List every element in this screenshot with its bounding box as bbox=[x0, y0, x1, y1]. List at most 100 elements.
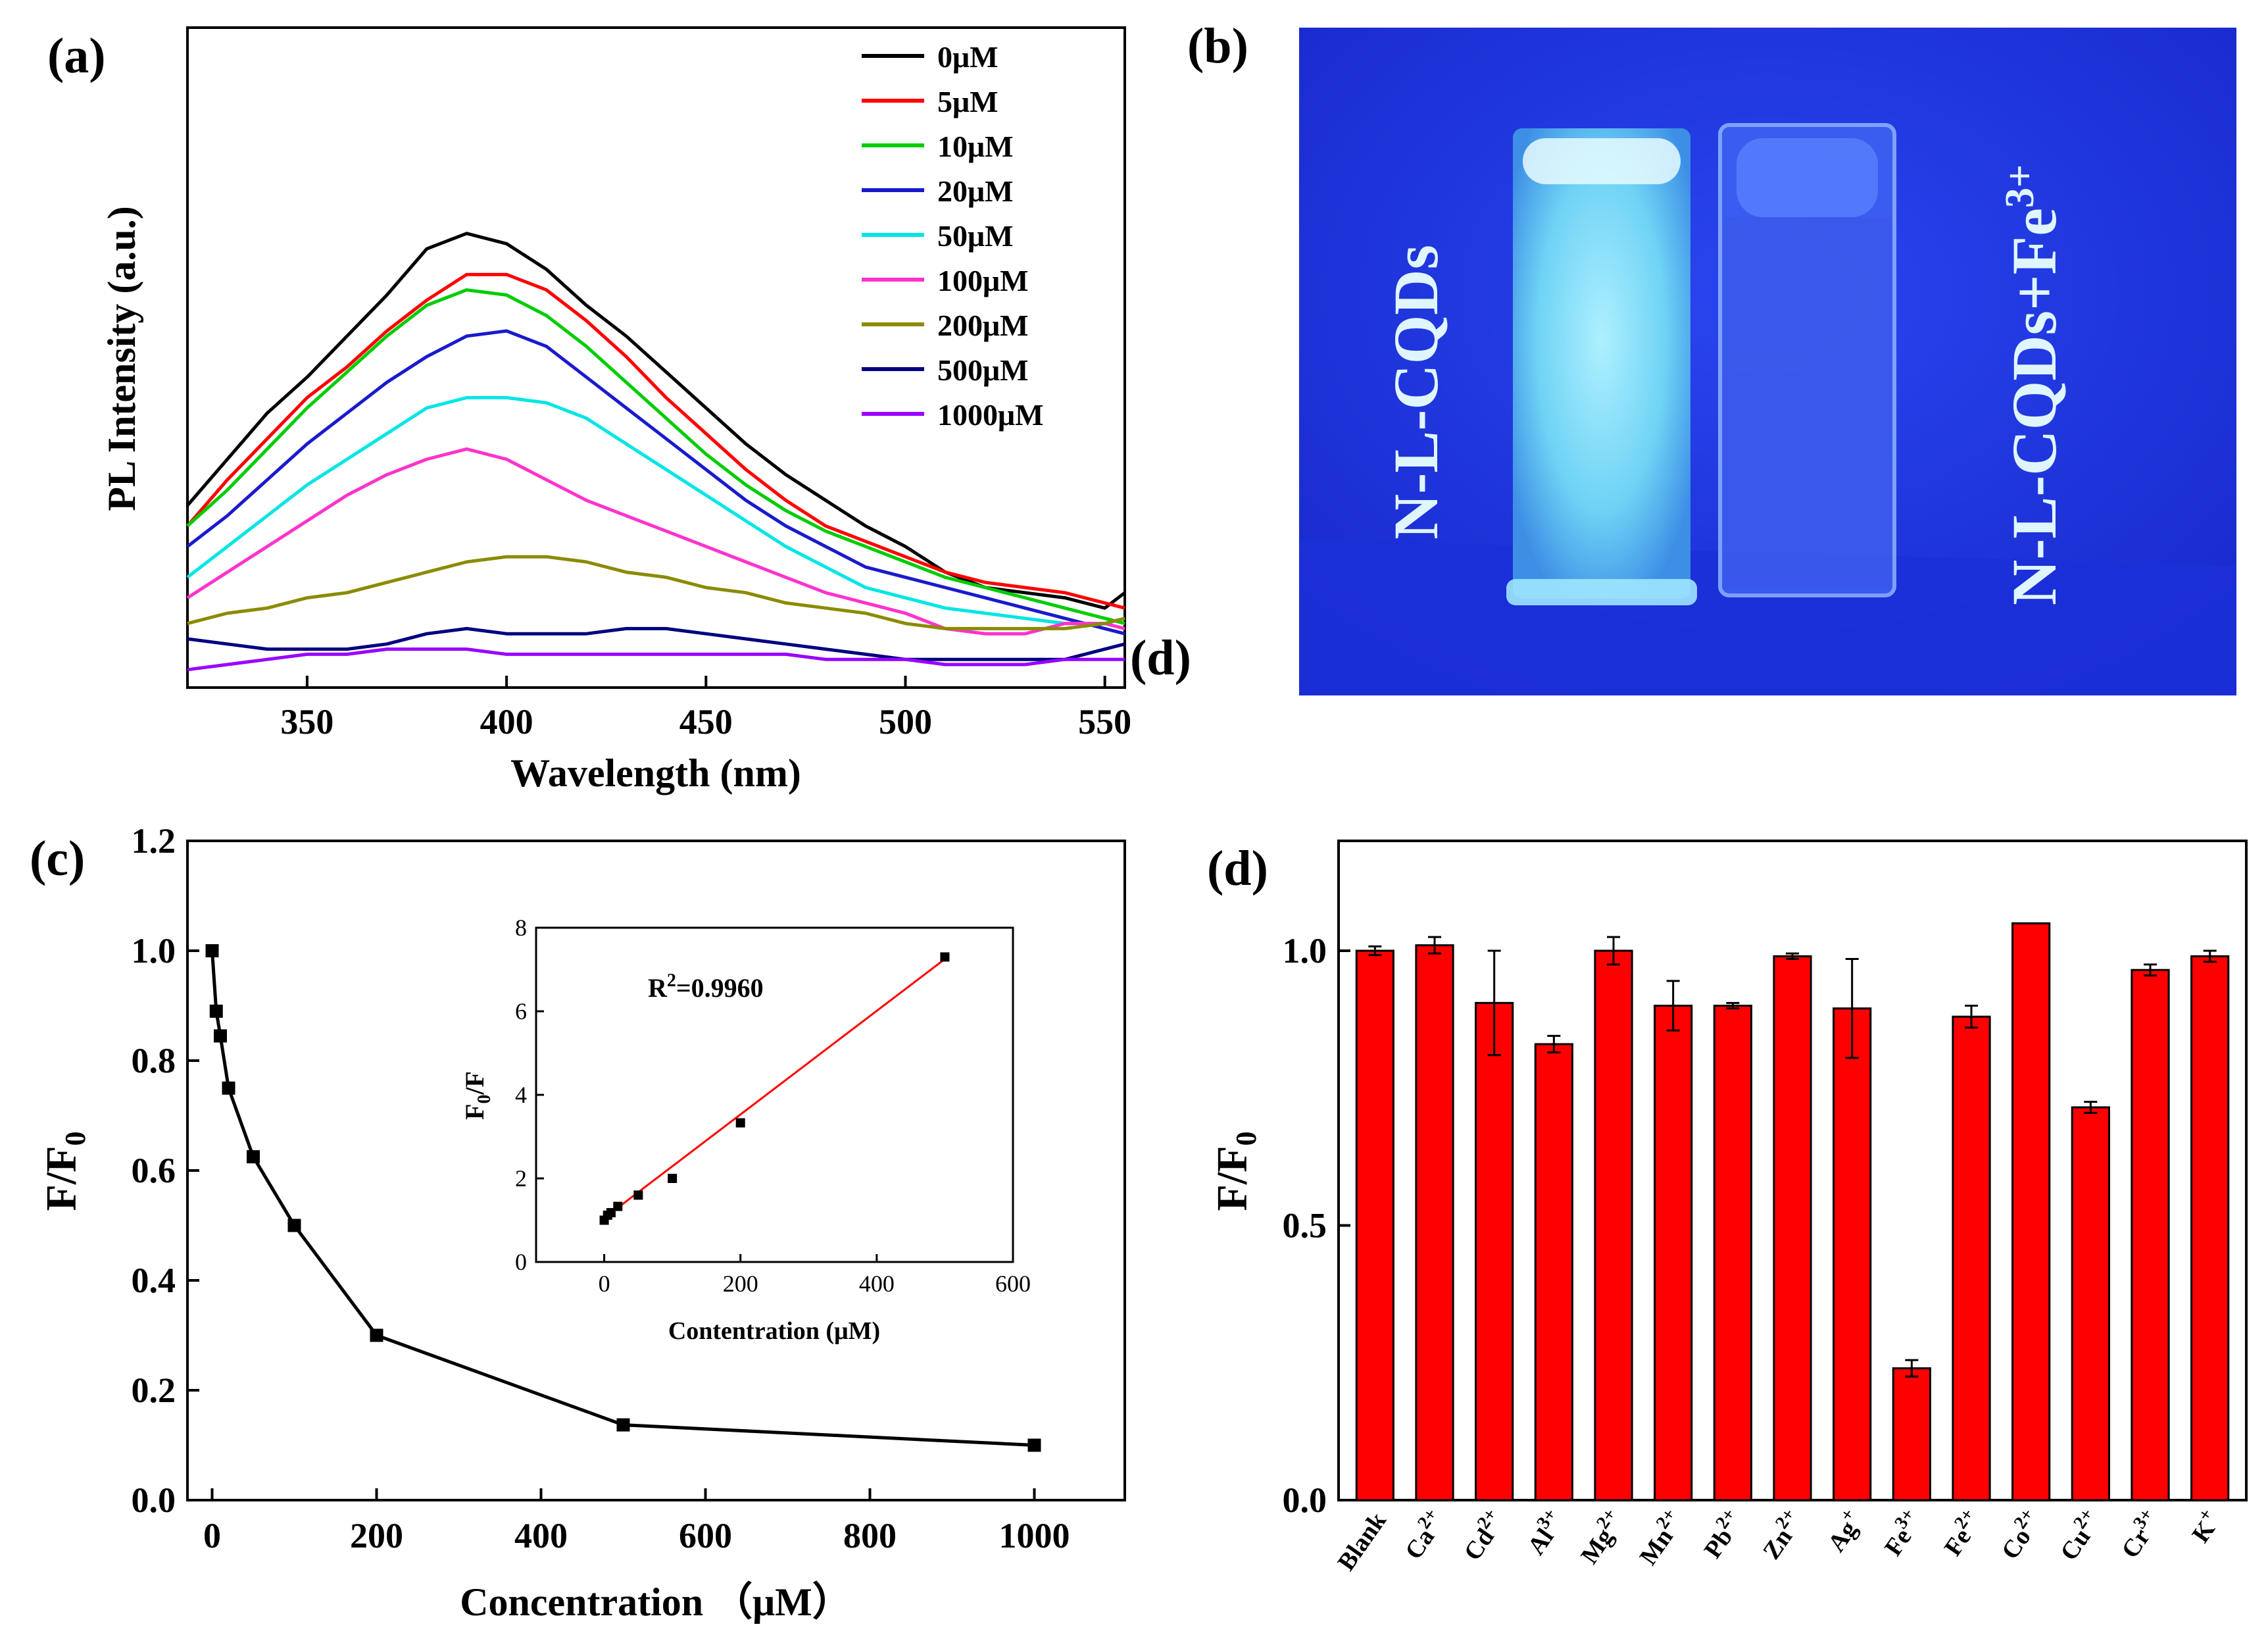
cuvette-meniscus bbox=[1523, 138, 1681, 184]
chart-a-xtick-label: 500 bbox=[879, 702, 932, 742]
photo-label-left: N-L-CQDs bbox=[1381, 245, 1451, 540]
inset-ticks: 0 200 400 600 0 2 4 6 8 bbox=[515, 915, 1031, 1297]
chart-c-xtick-label: 400 bbox=[514, 1516, 568, 1555]
chart-d-category-label: Mn2+ bbox=[1631, 1505, 1690, 1570]
chart-d-bar bbox=[1475, 1001, 1514, 1501]
chart-d-category-labels: Blank Ca2+Cd2+Al3+Mg2+Mn2+Pb2+Zn2+ Ag+Fe3+… bbox=[1333, 1505, 2221, 1576]
chart-d-bar bbox=[1654, 1005, 1693, 1501]
inset-point bbox=[940, 952, 950, 962]
chart-d-bar bbox=[2131, 969, 2170, 1501]
inset-xtick-label: 200 bbox=[723, 1271, 758, 1297]
chart-c-point bbox=[214, 1029, 227, 1043]
chart-d-bar bbox=[1892, 1367, 1931, 1501]
legend-entry: 1000μM bbox=[937, 398, 1044, 432]
chart-a-frame bbox=[186, 26, 1126, 689]
panel-label-d: (d) bbox=[1207, 841, 1268, 896]
chart-d-bars bbox=[1355, 922, 2230, 1501]
chart-d-bar bbox=[2011, 922, 2051, 1501]
chart-d-ylabel: F/F0 bbox=[1208, 1132, 1262, 1211]
chart-d-bar bbox=[1773, 955, 1812, 1501]
chart-a-ylabel: PL Intensity (a.u.) bbox=[100, 206, 143, 511]
chart-a-series bbox=[186, 232, 1126, 672]
inset-points bbox=[599, 952, 950, 1225]
chart-d-bar bbox=[1952, 1015, 1991, 1501]
chart-d-category-label: Cd2+ bbox=[1455, 1505, 1511, 1565]
chart-a-series-line bbox=[186, 288, 1125, 626]
chart-d-category-label: Co2+ bbox=[1992, 1505, 2048, 1565]
chart-d-bar bbox=[2190, 955, 2230, 1501]
legend-entry: 10μM bbox=[937, 130, 1014, 163]
inset-ytick-label: 0 bbox=[515, 1249, 527, 1275]
inset-point bbox=[613, 1201, 623, 1211]
chart-a-series-line bbox=[187, 555, 1125, 630]
chart-a-series-line bbox=[186, 272, 1125, 610]
inset-xtick-label: 600 bbox=[995, 1271, 1031, 1297]
legend-entry: 50μM bbox=[937, 219, 1014, 253]
chart-a-series-line bbox=[186, 447, 1125, 636]
chart-d-category-label: Fe2+ bbox=[1935, 1505, 1988, 1561]
panel-label-b: (b) bbox=[1187, 18, 1248, 74]
chart-d-category-label: Cu2+ bbox=[2052, 1505, 2108, 1565]
inset-annotation: R2=0.9960 bbox=[648, 970, 764, 1003]
inset-point bbox=[735, 1118, 745, 1128]
inset-xtick-label: 400 bbox=[859, 1271, 895, 1297]
chart-a-xtick-label: 400 bbox=[480, 702, 533, 742]
chart-c-point bbox=[287, 1219, 301, 1232]
chart-d-ytick-label: 0.0 bbox=[1283, 1480, 1327, 1520]
legend-entry: 0μM bbox=[937, 40, 998, 74]
inset-ytick-label: 8 bbox=[515, 915, 527, 941]
inset-ylabel: F0/F bbox=[460, 1071, 495, 1120]
chart-d-ticks: 0.0 0.5 1.0 bbox=[1283, 931, 1350, 1520]
cuvette-glowing bbox=[1513, 128, 1690, 599]
chart-a-legend: 0μM 5μM 10μM 20μM 50μM 100μM 200μM 500μM 1000μM bbox=[862, 40, 1044, 432]
inset-fit-line bbox=[603, 958, 946, 1219]
cuvette-base bbox=[1506, 579, 1697, 605]
chart-c-point bbox=[209, 1004, 223, 1018]
legend-entry: 500μM bbox=[937, 353, 1029, 387]
chart-a-x-ticks: 350 400 450 500 550 bbox=[280, 676, 1131, 742]
panel-label-d-stray: (d) bbox=[1130, 630, 1191, 686]
chart-a-xtick-label: 550 bbox=[1078, 702, 1131, 742]
chart-d-category-label: Cr3+ bbox=[2113, 1505, 2167, 1563]
chart-d-category-label: Mg2+ bbox=[1572, 1505, 1631, 1569]
chart-c-point bbox=[222, 1081, 235, 1095]
chart-a-series-line bbox=[186, 395, 1125, 626]
chart-c-ylabel: F/F0 bbox=[37, 1132, 91, 1211]
chart-c-ytick-label: 0.6 bbox=[132, 1151, 176, 1190]
chart-a-xtick-label: 350 bbox=[280, 702, 333, 742]
chart-c-ytick-label: 0.4 bbox=[132, 1261, 176, 1300]
chart-c-xtick-label: 0 bbox=[203, 1516, 221, 1555]
chart-c-point bbox=[247, 1150, 260, 1164]
chart-c-point bbox=[1027, 1438, 1041, 1452]
chart-a: 350 400 450 500 550 0μM 5μM 10μM 20μM 50μM 100μM 2… bbox=[100, 26, 1131, 795]
legend-entry: 5μM bbox=[937, 85, 998, 118]
chart-d-bar bbox=[1534, 1043, 1573, 1501]
chart-d-category-label: Ca2+ bbox=[1396, 1505, 1451, 1565]
panel-label-a: (a) bbox=[47, 28, 106, 84]
chart-c-ytick-label: 0.2 bbox=[132, 1371, 176, 1410]
chart-d-category-label: Al3+ bbox=[1519, 1505, 1571, 1560]
cuvette-quenched-meniscus bbox=[1737, 138, 1878, 217]
chart-c-point bbox=[205, 944, 219, 957]
inset-xlabel: Contentration (μM) bbox=[668, 1317, 880, 1345]
chart-d-ytick-label: 1.0 bbox=[1283, 931, 1327, 970]
chart-d-bar bbox=[1355, 949, 1394, 1501]
chart-c-ytick-label: 1.2 bbox=[132, 821, 176, 861]
legend-entry: 20μM bbox=[937, 174, 1014, 208]
chart-d-bar bbox=[1594, 949, 1633, 1501]
inset-ytick-label: 4 bbox=[515, 1082, 527, 1108]
chart-d-category-label: Pb2+ bbox=[1695, 1505, 1750, 1563]
chart-c-ytick-label: 0.0 bbox=[132, 1480, 176, 1520]
chart-d-category-label: Blank bbox=[1333, 1507, 1393, 1575]
legend-entry: 100μM bbox=[937, 264, 1029, 297]
chart-d-category-label: Fe3+ bbox=[1875, 1505, 1928, 1561]
panel-label-c: (c) bbox=[30, 831, 85, 886]
chart-d-ytick-label: 0.5 bbox=[1283, 1206, 1327, 1246]
chart-a-series-line bbox=[187, 647, 1125, 672]
inset-ytick-label: 6 bbox=[515, 998, 527, 1024]
panel-b-photo: N-L-CQDs N-L-CQDs+Fe3+ bbox=[1299, 28, 2236, 695]
chart-c-ytick-label: 1.0 bbox=[132, 931, 176, 970]
inset-xtick-label: 0 bbox=[599, 1271, 610, 1297]
